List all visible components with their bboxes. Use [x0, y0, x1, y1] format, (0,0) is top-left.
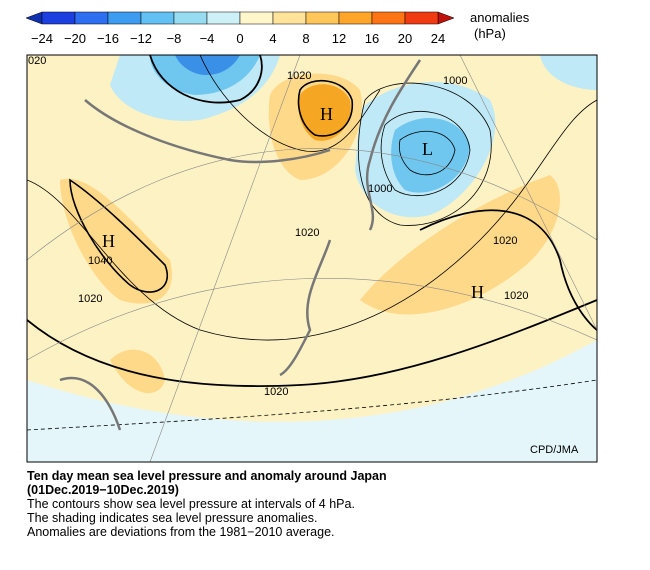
contour-label: 1000 [443, 75, 467, 87]
contour-label: 1020 [493, 235, 517, 247]
caption-period: (01Dec.2019−10Dec.2019) [27, 483, 179, 497]
colorbar-bin [107, 11, 142, 25]
colorbar-tick-label: −8 [167, 31, 182, 46]
colorbar-tick-label: 4 [269, 31, 276, 46]
colorbar-bin [404, 11, 439, 25]
colorbar-bin [41, 11, 76, 25]
colorbar-tick-label: −16 [97, 31, 119, 46]
colorbar-end [25, 11, 43, 25]
caption-line: The contours show sea level pressure at … [27, 497, 355, 511]
colorbar-tick-label: −4 [200, 31, 215, 46]
caption-line: The shading indicates sea level pressure… [27, 511, 317, 525]
colorbar: −24 −20 −16 −12 −8 −4 0 4 8 12 16 20 24 [25, 11, 455, 46]
contour-label: 1020 [295, 227, 319, 239]
colorbar-end [437, 11, 455, 25]
colorbar-bin [305, 11, 340, 25]
colorbar-tick-label: 12 [332, 31, 346, 46]
colorbar-tick-label: −12 [130, 31, 152, 46]
colorbar-tick-label: 0 [236, 31, 243, 46]
contour-label: 1020 [264, 386, 288, 398]
colorbar-tick-label: 16 [365, 31, 379, 46]
contour-label: 1000 [368, 183, 392, 195]
contour-label: 1020 [78, 293, 102, 305]
colorbar-tick-label: 8 [302, 31, 309, 46]
pressure-center: H [320, 104, 333, 124]
colorbar-bin [74, 11, 109, 25]
colorbar-tick-label: −20 [64, 31, 86, 46]
map: 020 1020 H 1000 L 1000 1020 1020 H 1040 … [27, 55, 597, 462]
contour-label: 1040 [88, 255, 112, 267]
colorbar-bin [173, 11, 208, 25]
contour-label: 020 [28, 55, 46, 67]
colorbar-tick-label: 24 [431, 31, 445, 46]
colorbar-bin [239, 11, 274, 25]
pressure-center: H [471, 282, 484, 302]
colorbar-tick-label: 20 [398, 31, 412, 46]
contour-label: 1020 [287, 70, 311, 82]
colorbar-title: anomalies [470, 10, 530, 25]
colorbar-bin [338, 11, 373, 25]
colorbar-tick-label: −24 [31, 31, 53, 46]
colorbar-bin [272, 11, 307, 25]
colorbar-bin [140, 11, 175, 25]
pressure-center: L [422, 139, 433, 159]
colorbar-bin [206, 11, 241, 25]
map-frame [26, 54, 598, 463]
caption-line: Anomalies are deviations from the 1981−2… [27, 525, 335, 539]
colorbar-bin [371, 11, 406, 25]
caption-title: Ten day mean sea level pressure and anom… [27, 469, 387, 483]
pressure-center: H [102, 231, 115, 251]
credit: CPD/JMA [530, 444, 579, 456]
contour-label: 1020 [504, 290, 528, 302]
colorbar-unit: (hPa) [474, 26, 506, 41]
